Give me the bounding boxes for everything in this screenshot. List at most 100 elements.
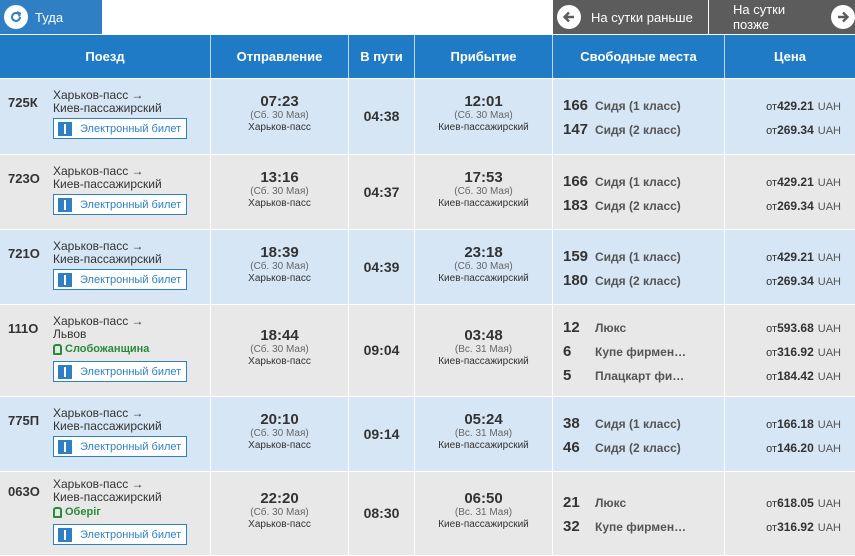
train-number[interactable]: 063О bbox=[8, 484, 40, 499]
column-header-duration[interactable]: В пути bbox=[349, 35, 415, 78]
seat-price[interactable]: от429.21 UAH bbox=[766, 175, 841, 189]
duration-cell: 04:37 bbox=[349, 155, 415, 229]
train-number[interactable]: 721О bbox=[8, 246, 40, 261]
table-row[interactable]: 725К Харьков-пасс → Киев-пассажирский Элект… bbox=[0, 79, 855, 155]
departure-station: Харьков-пасс bbox=[248, 122, 311, 133]
seat-class-item[interactable]: 6 Купе фирмен… bbox=[563, 343, 686, 360]
price-prefix: от bbox=[766, 323, 778, 335]
column-header-seats[interactable]: Свободные места bbox=[553, 35, 725, 78]
seat-type: Плацкарт фи… bbox=[595, 369, 685, 383]
route-from: Харьков-пасс → bbox=[53, 239, 144, 253]
next-day-button[interactable]: На сутки позже bbox=[709, 0, 855, 34]
price-value: 146.20 bbox=[777, 441, 814, 455]
departure-date: (Сб. 30 Мая) bbox=[250, 507, 309, 518]
travel-duration: 08:30 bbox=[363, 505, 400, 521]
seat-class-item[interactable]: 32 Купе фирмен… bbox=[563, 518, 686, 535]
e-ticket-button[interactable]: Электронный билет bbox=[53, 361, 187, 382]
seat-price[interactable]: от146.20 UAH bbox=[766, 441, 841, 455]
column-header-departure[interactable]: Отправление bbox=[211, 35, 349, 78]
travel-duration: 04:39 bbox=[363, 259, 400, 275]
train-number[interactable]: 723О bbox=[8, 171, 40, 186]
seat-price[interactable]: от429.21 UAH bbox=[766, 99, 841, 113]
seat-price[interactable]: от269.34 UAH bbox=[766, 123, 841, 137]
train-route: Харьков-пасс → Киев-пассажирский bbox=[53, 478, 162, 504]
route-to: Киев-пассажирский bbox=[53, 490, 162, 504]
train-route: Харьков-пасс → Киев-пассажирский bbox=[53, 240, 162, 266]
seat-price[interactable]: от269.34 UAH bbox=[766, 199, 841, 213]
route-to: Киев-пассажирский bbox=[53, 101, 162, 115]
price-cell: от166.18 UAH от146.20 UAH bbox=[725, 397, 855, 471]
seat-price[interactable]: от316.92 UAH bbox=[766, 345, 841, 359]
seat-price[interactable]: от269.34 UAH bbox=[766, 274, 841, 288]
table-row[interactable]: 723О Харьков-пасс → Киев-пассажирский Элект… bbox=[0, 155, 855, 230]
table-row[interactable]: 111О Харьков-пасс → Львов Слобожанщина Элект… bbox=[0, 305, 855, 397]
qr-code-icon bbox=[58, 197, 72, 212]
seat-class-item[interactable]: 183 Сидя (2 класс) bbox=[563, 197, 681, 214]
departure-date: (Сб. 30 Мая) bbox=[250, 110, 309, 121]
e-ticket-button[interactable]: Электронный билет bbox=[53, 269, 187, 290]
seat-count: 166 bbox=[563, 97, 589, 114]
seat-price[interactable]: от316.92 UAH bbox=[766, 520, 841, 534]
arrival-station: Киев-пассажирский bbox=[438, 273, 529, 284]
arrival-time: 12:01 bbox=[464, 93, 503, 110]
departure-cell: 18:39 (Сб. 30 Мая) Харьков-пасс bbox=[211, 230, 349, 304]
arrow-right-icon bbox=[831, 5, 855, 29]
e-ticket-button[interactable]: Электронный билет bbox=[53, 436, 187, 457]
seat-price[interactable]: от618.05 UAH bbox=[766, 496, 841, 510]
e-ticket-button[interactable]: Электронный билет bbox=[53, 524, 187, 545]
named-train-label: Слобожанщина bbox=[53, 343, 149, 355]
departure-station: Харьков-пасс bbox=[248, 440, 311, 451]
train-icon bbox=[53, 506, 62, 518]
arrival-cell: 12:01 (Сб. 30 Мая) Киев-пассажирский bbox=[415, 79, 553, 154]
seat-price[interactable]: от166.18 UAH bbox=[766, 417, 841, 431]
seat-price[interactable]: от184.42 UAH bbox=[766, 369, 841, 383]
route-to: Киев-пассажирский bbox=[53, 419, 162, 433]
e-ticket-button[interactable]: Электронный билет bbox=[53, 194, 187, 215]
seat-class-item[interactable]: 147 Сидя (2 класс) bbox=[563, 121, 681, 138]
seat-class-item[interactable]: 166 Сидя (1 класс) bbox=[563, 97, 681, 114]
departure-time: 07:23 bbox=[260, 93, 299, 110]
currency: UAH bbox=[817, 371, 841, 383]
train-cell: 111О Харьков-пасс → Львов Слобожанщина Элект… bbox=[0, 305, 211, 396]
seat-price[interactable]: от429.21 UAH bbox=[766, 250, 841, 264]
previous-day-button[interactable]: На сутки раньше bbox=[553, 0, 708, 34]
currency: UAH bbox=[817, 498, 841, 510]
seat-class-item[interactable]: 21 Люкс bbox=[563, 494, 626, 511]
table-row[interactable]: 063О Харьков-пасс → Киев-пассажирский Обері… bbox=[0, 472, 855, 556]
departure-cell: 22:20 (Сб. 30 Мая) Харьков-пасс bbox=[211, 472, 349, 555]
seat-class-item[interactable]: 38 Сидя (1 класс) bbox=[563, 415, 681, 432]
train-number[interactable]: 111О bbox=[8, 321, 39, 336]
currency: UAH bbox=[817, 323, 841, 335]
seat-class-item[interactable]: 5 Плацкарт фи… bbox=[563, 367, 684, 384]
table-row[interactable]: 775П Харьков-пасс → Киев-пассажирский Элект… bbox=[0, 397, 855, 472]
column-header-train[interactable]: Поезд bbox=[0, 35, 211, 78]
column-header-arrival[interactable]: Прибытие bbox=[415, 35, 553, 78]
column-header-price[interactable]: Цена bbox=[774, 49, 806, 64]
seat-class-item[interactable]: 46 Сидя (2 класс) bbox=[563, 439, 681, 456]
price-value: 184.42 bbox=[777, 369, 814, 383]
seat-class-item[interactable]: 12 Люкс bbox=[563, 319, 626, 336]
arrival-station: Киев-пассажирский bbox=[438, 198, 529, 209]
seats-cell: 38 Сидя (1 класс) 46 Сидя (2 класс) bbox=[553, 397, 725, 471]
price-value: 316.92 bbox=[777, 520, 814, 534]
arrow-left-icon bbox=[557, 5, 581, 29]
e-ticket-button[interactable]: Электронный билет bbox=[53, 118, 187, 139]
price-cell: от429.21 UAH от269.34 UAH bbox=[725, 155, 855, 229]
seat-class-item[interactable]: 180 Сидя (2 класс) bbox=[563, 272, 681, 289]
route-to: Киев-пассажирский bbox=[53, 177, 162, 191]
departure-time: 13:16 bbox=[260, 169, 299, 186]
e-ticket-label: Электронный билет bbox=[80, 440, 182, 453]
seat-class-item[interactable]: 166 Сидя (1 класс) bbox=[563, 173, 681, 190]
table-row[interactable]: 721О Харьков-пасс → Киев-пассажирский Элект… bbox=[0, 230, 855, 305]
direction-tab[interactable]: Туда bbox=[0, 0, 102, 34]
table-header: Поезд Отправление В пути Прибытие Свобод… bbox=[0, 35, 855, 78]
train-number[interactable]: 725К bbox=[8, 95, 38, 110]
route-from: Харьков-пасс → bbox=[53, 406, 144, 420]
arrival-cell: 06:50 (Вс. 31 Мая) Киев-пассажирский bbox=[415, 472, 553, 555]
price-prefix: от bbox=[766, 276, 778, 288]
train-number[interactable]: 775П bbox=[8, 413, 40, 428]
route-from: Харьков-пасс → bbox=[53, 164, 144, 178]
seat-class-item[interactable]: 159 Сидя (1 класс) bbox=[563, 248, 681, 265]
seats-cell: 166 Сидя (1 класс) 147 Сидя (2 класс) bbox=[553, 79, 725, 154]
seat-price[interactable]: от593.68 UAH bbox=[766, 321, 841, 335]
